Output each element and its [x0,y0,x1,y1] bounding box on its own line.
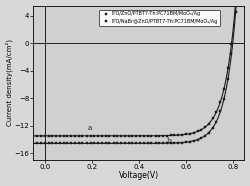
Text: b: b [167,137,172,145]
X-axis label: Voltage(V): Voltage(V) [119,171,159,180]
Y-axis label: Current density(mA/cm²): Current density(mA/cm²) [6,39,13,126]
ITO/ZnO/PTBT7-Th:PC71BM/MoOₓ/Ag [55,135,58,137]
ITO/NaBr@ZnO/PTBT7-Th:PC71BM/MoOₓ/Ag [32,142,35,145]
ITO/NaBr@ZnO/PTBT7-Th:PC71BM/MoOₓ/Ag [108,142,111,145]
ITO/ZnO/PTBT7-Th:PC71BM/MoOₓ/Ag [81,135,84,137]
ITO/ZnO/PTBT7-Th:PC71BM/MoOₓ/Ag [70,135,73,137]
ITO/NaBr@ZnO/PTBT7-Th:PC71BM/MoOₓ/Ag [234,11,237,14]
ITO/NaBr@ZnO/PTBT7-Th:PC71BM/MoOₓ/Ag [55,142,58,145]
ITO/ZnO/PTBT7-Th:PC71BM/MoOₓ/Ag [238,1,241,3]
Legend: ITO/ZnO/PTBT7-Th:PC71BM/MoOₓ/Ag, ITO/NaBr@ZnO/PTBT7-Th:PC71BM/MoOₓ/Ag: ITO/ZnO/PTBT7-Th:PC71BM/MoOₓ/Ag, ITO/NaB… [99,9,220,26]
ITO/NaBr@ZnO/PTBT7-Th:PC71BM/MoOₓ/Ag [81,142,84,145]
ITO/ZnO/PTBT7-Th:PC71BM/MoOₓ/Ag [32,135,35,137]
Text: a: a [88,124,92,132]
ITO/NaBr@ZnO/PTBT7-Th:PC71BM/MoOₓ/Ag [215,121,218,123]
ITO/NaBr@ZnO/PTBT7-Th:PC71BM/MoOₓ/Ag [70,142,73,145]
Line: ITO/NaBr@ZnO/PTBT7-Th:PC71BM/MoOₓ/Ag: ITO/NaBr@ZnO/PTBT7-Th:PC71BM/MoOₓ/Ag [32,1,241,145]
ITO/ZnO/PTBT7-Th:PC71BM/MoOₓ/Ag [215,111,218,113]
Line: ITO/ZnO/PTBT7-Th:PC71BM/MoOₓ/Ag: ITO/ZnO/PTBT7-Th:PC71BM/MoOₓ/Ag [32,1,241,137]
ITO/ZnO/PTBT7-Th:PC71BM/MoOₓ/Ag [234,2,237,4]
ITO/NaBr@ZnO/PTBT7-Th:PC71BM/MoOₓ/Ag [238,1,241,3]
ITO/ZnO/PTBT7-Th:PC71BM/MoOₓ/Ag [108,135,111,137]
